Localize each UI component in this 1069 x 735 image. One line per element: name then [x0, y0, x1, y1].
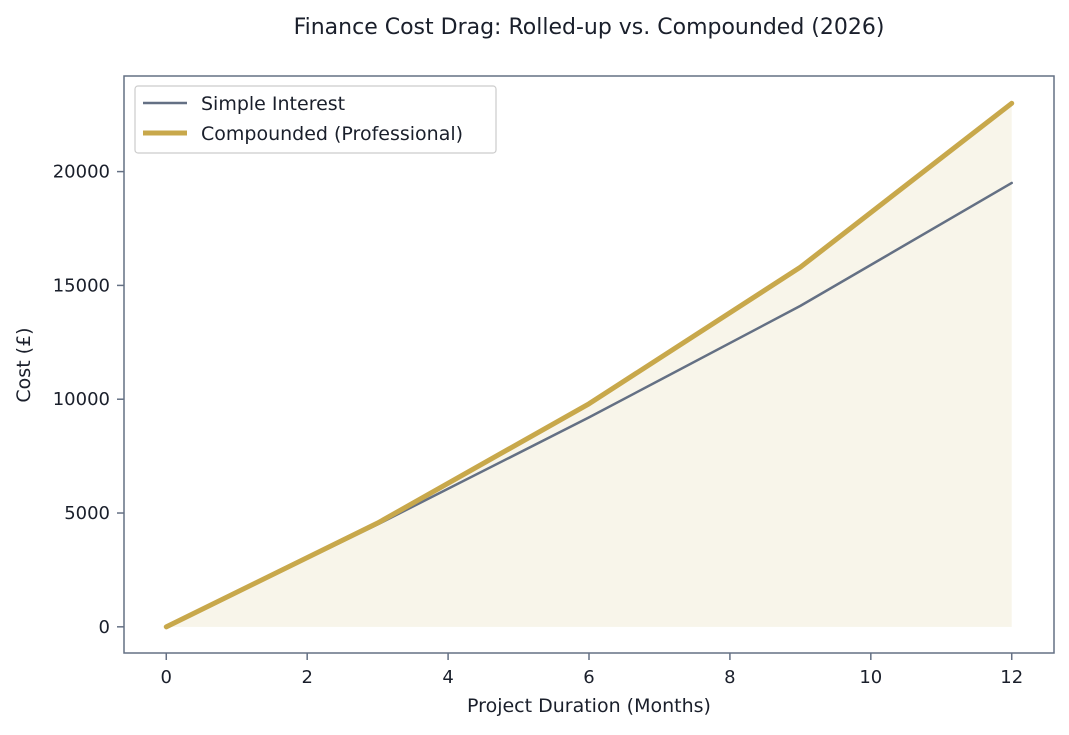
x-tick-label: 12 [1000, 667, 1023, 688]
y-tick-label: 20000 [53, 162, 110, 183]
chart-title: Finance Cost Drag: Rolled-up vs. Compoun… [294, 15, 885, 40]
x-tick-label: 4 [442, 667, 453, 688]
y-tick-label: 10000 [53, 389, 110, 410]
x-tick-label: 2 [301, 667, 312, 688]
legend-label-simple-interest: Simple Interest [201, 93, 345, 115]
x-tick-label: 6 [583, 667, 594, 688]
y-axis: 0 5000 10000 15000 20000 [53, 162, 124, 638]
x-axis: 0 2 4 6 8 10 12 [161, 653, 1023, 688]
legend: Simple Interest Compounded (Professional… [134, 85, 497, 154]
x-tick-label: 8 [724, 667, 735, 688]
y-tick-label: 0 [99, 617, 110, 638]
x-tick-label: 0 [161, 667, 172, 688]
series-line-1 [163, 100, 1015, 630]
y-tick-label: 5000 [64, 503, 110, 524]
legend-box [134, 85, 497, 154]
plot-area [163, 100, 1015, 630]
x-tick-label: 10 [859, 667, 882, 688]
y-axis-label: Cost (£) [13, 327, 35, 402]
area-fill-series-1 [166, 103, 1012, 627]
y-tick-label: 15000 [53, 275, 110, 296]
x-axis-label: Project Duration (Months) [467, 695, 711, 717]
legend-label-compounded: Compounded (Professional) [201, 123, 463, 145]
